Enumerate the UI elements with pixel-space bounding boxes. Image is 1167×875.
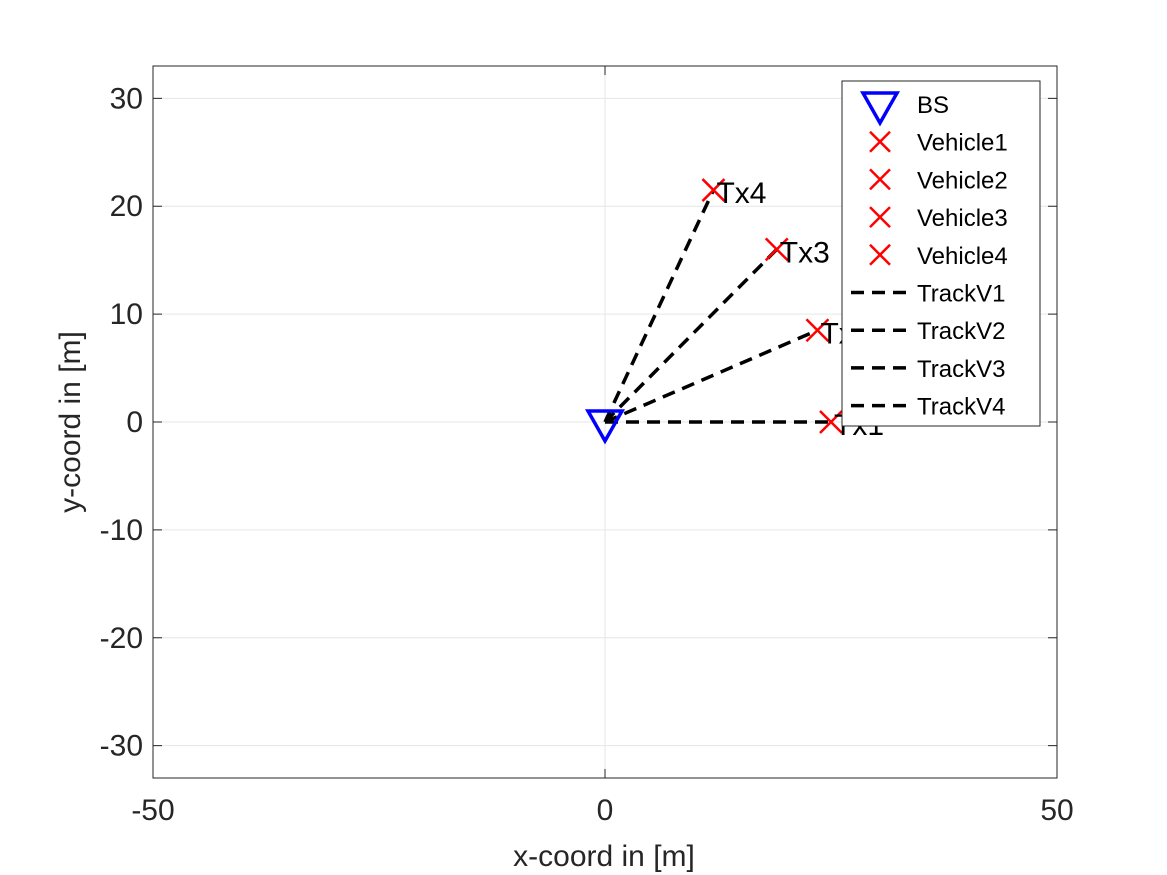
- legend-label: TrackV2: [917, 318, 1005, 345]
- track-trackv4: [603, 189, 716, 423]
- track-trackv2: [604, 328, 819, 424]
- y-tick-label: -10: [100, 514, 143, 547]
- vehicle-marker-1: [819, 410, 843, 434]
- base-station-marker: [584, 409, 626, 445]
- x-tick-label: 50: [1040, 794, 1073, 827]
- legend-items: BS Vehicle1 Vehicle2 Vehicle3 Vehicle4 TrackV…: [851, 91, 1008, 421]
- x-axis-title: x-coord in [m]: [513, 840, 695, 873]
- vehicle-marker-4: [701, 178, 726, 202]
- tracks: [603, 189, 831, 424]
- legend-label: Vehicle4: [917, 243, 1008, 270]
- legend-vehicle-icon: [869, 206, 891, 228]
- axis-ticks: -50 0 50 -30 -20 -10 0 10 20 30: [100, 66, 1074, 827]
- x-tick-label: 0: [597, 794, 614, 827]
- y-axis-title: y-coord in [m]: [54, 331, 87, 513]
- y-tick-label: -20: [100, 622, 143, 655]
- legend-label: TrackV3: [917, 356, 1005, 383]
- legend-vehicle-icon: [869, 168, 891, 191]
- legend-vehicle-icon: [869, 130, 891, 153]
- legend-label: Vehicle2: [917, 167, 1008, 194]
- y-tick-label: 20: [110, 190, 143, 223]
- vehicle-label-3: Tx3: [780, 236, 830, 269]
- y-tick-label: 0: [126, 406, 143, 439]
- legend-label: TrackV1: [917, 281, 1005, 308]
- legend-label: Vehicle1: [917, 130, 1008, 157]
- y-tick-label: 10: [110, 298, 143, 331]
- vehicle-marker-3: [764, 237, 789, 262]
- legend-label: BS: [917, 92, 949, 119]
- x-tick-label: -50: [131, 794, 174, 827]
- legend-label: Vehicle3: [917, 205, 1008, 232]
- y-tick-label: 30: [110, 82, 143, 115]
- legend: BS Vehicle1 Vehicle2 Vehicle3 Vehicle4 TrackV…: [841, 80, 1041, 427]
- y-tick-label: -30: [100, 730, 143, 763]
- vehicle-marker-2: [805, 318, 830, 343]
- legend-vehicle-icon: [869, 243, 891, 266]
- legend-bs-icon: [859, 91, 901, 127]
- legend-label: TrackV4: [917, 394, 1005, 421]
- markers: [584, 178, 843, 445]
- vehicle-label-4: Tx4: [716, 177, 766, 210]
